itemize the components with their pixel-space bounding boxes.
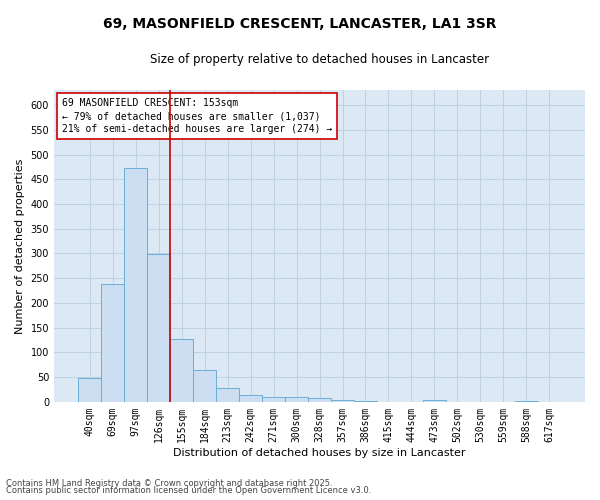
- Y-axis label: Number of detached properties: Number of detached properties: [15, 158, 25, 334]
- Bar: [147, 254, 170, 402]
- Bar: [78, 378, 101, 402]
- Title: Size of property relative to detached houses in Lancaster: Size of property relative to detached ho…: [150, 52, 489, 66]
- Bar: [124, 168, 147, 402]
- Bar: [193, 370, 216, 402]
- Bar: [170, 338, 193, 402]
- Text: Contains HM Land Registry data © Crown copyright and database right 2025.: Contains HM Land Registry data © Crown c…: [6, 478, 332, 488]
- Text: 69 MASONFIELD CRESCENT: 153sqm
← 79% of detached houses are smaller (1,037)
21% : 69 MASONFIELD CRESCENT: 153sqm ← 79% of …: [62, 98, 332, 134]
- Bar: [331, 400, 354, 402]
- X-axis label: Distribution of detached houses by size in Lancaster: Distribution of detached houses by size …: [173, 448, 466, 458]
- Bar: [285, 398, 308, 402]
- Bar: [216, 388, 239, 402]
- Bar: [262, 398, 285, 402]
- Bar: [423, 400, 446, 402]
- Bar: [239, 395, 262, 402]
- Text: 69, MASONFIELD CRESCENT, LANCASTER, LA1 3SR: 69, MASONFIELD CRESCENT, LANCASTER, LA1 …: [103, 18, 497, 32]
- Bar: [308, 398, 331, 402]
- Text: Contains public sector information licensed under the Open Government Licence v3: Contains public sector information licen…: [6, 486, 371, 495]
- Bar: [101, 284, 124, 402]
